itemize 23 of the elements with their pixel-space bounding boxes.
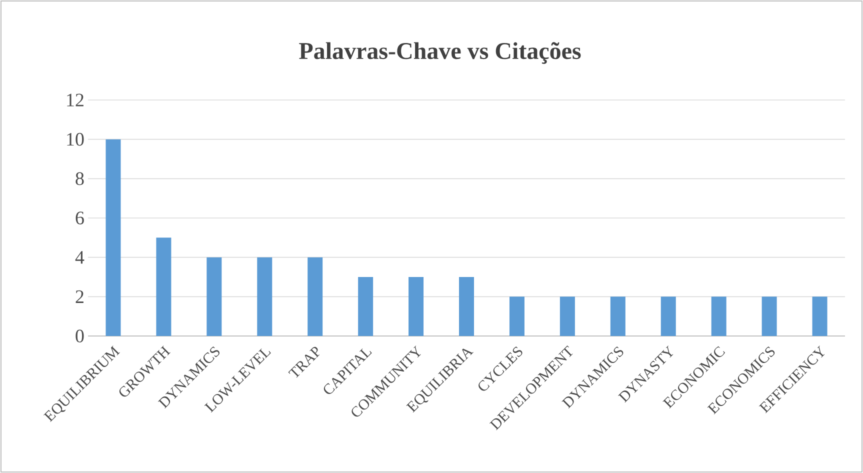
bar	[106, 139, 121, 336]
bar	[711, 296, 726, 336]
y-tick-label: 12	[67, 94, 84, 106]
chart-title: Palavras-Chave vs Citações	[299, 42, 581, 64]
y-tick-label: 0	[76, 330, 84, 342]
y-tick-label: 10	[67, 132, 84, 146]
bar	[812, 296, 828, 336]
y-tick-label: 4	[75, 251, 84, 264]
y-tick-label: 8	[76, 172, 84, 186]
y-tick-label: 6	[76, 212, 84, 224]
bar	[257, 257, 272, 336]
bar	[762, 296, 777, 336]
bar	[660, 296, 676, 336]
bar	[408, 277, 424, 336]
bar	[509, 296, 524, 336]
bar	[560, 296, 575, 336]
y-tick-label: 2	[76, 290, 84, 303]
bar	[206, 257, 222, 336]
bar	[156, 238, 172, 336]
bar	[308, 257, 323, 336]
bar	[610, 296, 626, 336]
bar	[459, 277, 474, 336]
bar	[358, 277, 374, 336]
